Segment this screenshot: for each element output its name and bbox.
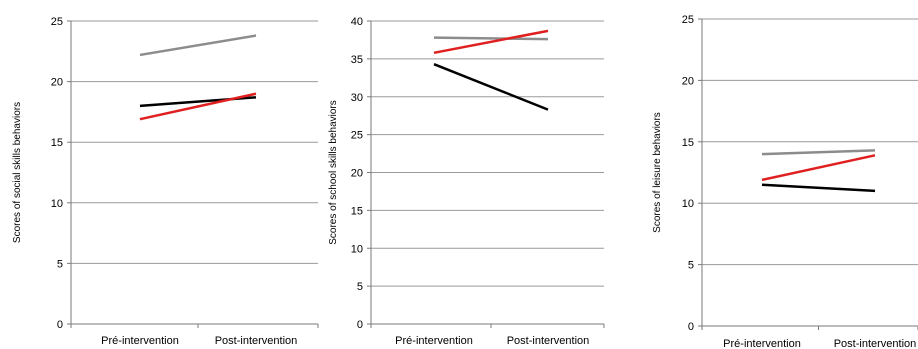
school-skills-chart: 0 5 10 15 20 25 30 35 40 Pré-intervention Post-int… bbox=[328, 16, 605, 347]
x-category-label: Pré-intervention bbox=[395, 335, 473, 347]
y-axis-label: Scores of leisure behaviors bbox=[652, 112, 663, 233]
series-line bbox=[433, 36, 549, 41]
y-tick-label: 5 bbox=[57, 258, 63, 270]
y-tick-label: 5 bbox=[357, 281, 363, 293]
y-tick-label: 25 bbox=[51, 16, 63, 28]
y-tick-label: 25 bbox=[351, 130, 363, 142]
y-tick-label: 25 bbox=[682, 14, 694, 26]
series-line bbox=[761, 149, 876, 156]
x-category-label: Post-intervention bbox=[215, 335, 298, 347]
y-tick-label: 20 bbox=[51, 77, 63, 89]
y-tick-label: 0 bbox=[688, 321, 694, 333]
y-axis-label: Scores of school skills behaviors bbox=[328, 100, 339, 245]
y-tick-label: 10 bbox=[682, 198, 694, 210]
y-tick-label: 15 bbox=[51, 137, 63, 149]
series-line bbox=[433, 29, 549, 55]
series-line bbox=[433, 63, 549, 111]
x-category-label: Pré-intervention bbox=[101, 335, 179, 347]
y-tick-label: 15 bbox=[351, 205, 363, 217]
y-tick-label: 35 bbox=[351, 54, 363, 66]
y-tick-label: 30 bbox=[351, 92, 363, 104]
y-tick-label: 15 bbox=[682, 137, 694, 149]
x-category-label: Post-intervention bbox=[507, 335, 590, 347]
x-category-label: Post-intervention bbox=[834, 338, 917, 349]
series-line bbox=[761, 154, 876, 182]
series-line bbox=[761, 183, 876, 193]
series-line bbox=[139, 34, 257, 57]
y-tick-label: 10 bbox=[51, 198, 63, 210]
y-axis-label: Scores of social skills behaviors bbox=[12, 102, 23, 243]
y-tick-label: 5 bbox=[688, 260, 694, 272]
leisure-chart: 0 5 10 15 20 25 Pré-intervention Post-intervent… bbox=[652, 14, 918, 349]
y-tick-label: 20 bbox=[682, 75, 694, 87]
series-line bbox=[139, 92, 257, 121]
y-tick-label: 20 bbox=[351, 168, 363, 180]
y-tick-label: 40 bbox=[351, 16, 363, 28]
social-skills-chart: 0 5 10 15 20 25 Pré-intervention Post-intervent… bbox=[12, 16, 319, 347]
y-tick-label: 0 bbox=[357, 319, 363, 331]
x-category-label: Pré-intervention bbox=[723, 338, 801, 349]
y-tick-label: 10 bbox=[351, 243, 363, 255]
y-tick-label: 0 bbox=[57, 319, 63, 331]
